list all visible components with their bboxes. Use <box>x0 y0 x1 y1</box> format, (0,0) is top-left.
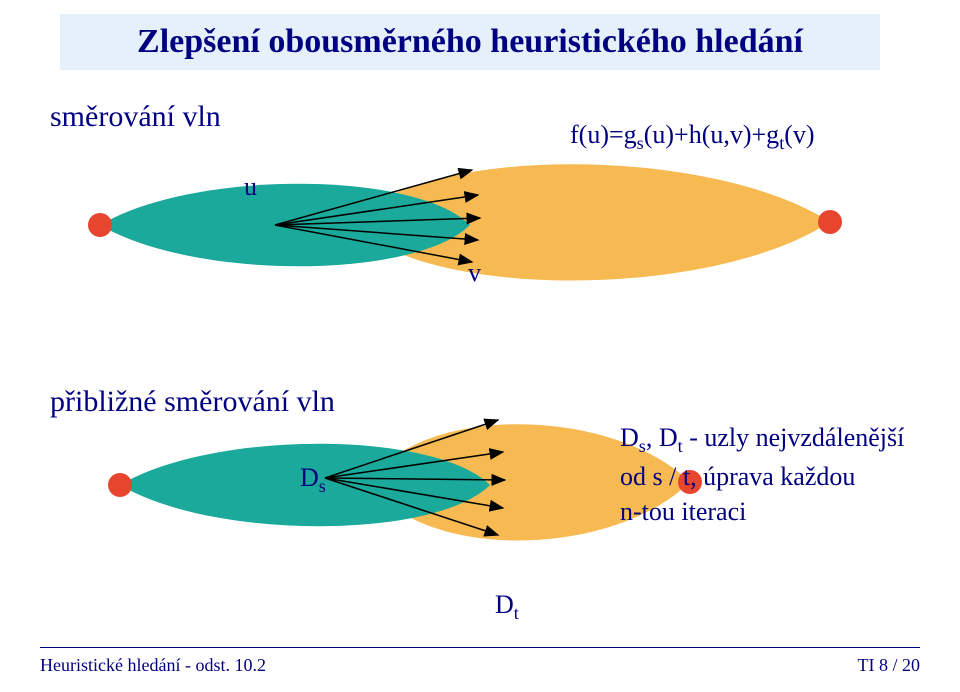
ds-label: Ds <box>300 463 326 497</box>
dt-label: Dt <box>495 590 519 624</box>
footer-line <box>40 647 920 648</box>
note-line-1: Ds, Dt - uzly nejvzdálenější <box>620 420 904 459</box>
u-label: u <box>244 172 257 202</box>
note-line-2: od s / t, úprava každou <box>620 459 904 494</box>
slide: Zlepšení obousměrného heuristického hled… <box>0 0 960 692</box>
note-block: Ds, Dt - uzly nejvzdálenější od s / t, ú… <box>620 420 904 529</box>
v-label: v <box>468 258 481 288</box>
note-line-3: n-tou iteraci <box>620 494 904 529</box>
footer-left: Heuristické hledání - odst. 10.2 <box>40 655 266 676</box>
priblizne-label: přibližné směrování vln <box>50 385 335 419</box>
footer-right: TI 8 / 20 <box>858 655 921 676</box>
